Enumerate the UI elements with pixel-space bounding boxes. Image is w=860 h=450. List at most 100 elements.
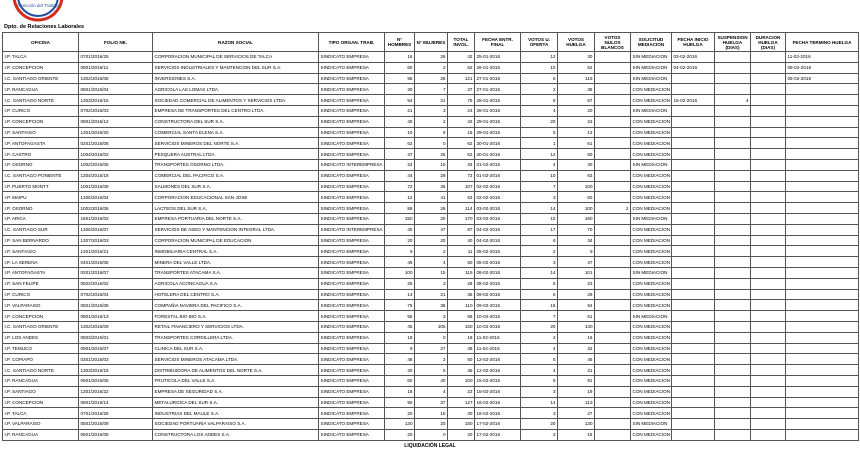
cell: CON MEDIACION	[630, 396, 672, 409]
cell: CONSTRUCTORA LOS ANDES S.A.	[152, 428, 319, 441]
cell: 25	[384, 277, 415, 290]
cell: 105	[414, 320, 448, 333]
cell: INDUSTRIAS DEL MAULE S.A.	[152, 407, 319, 420]
empty-cell	[594, 353, 631, 366]
table-row: I.P. SANTIAGO 1301/2016/21 INMOBILIARIA CE…	[2, 245, 859, 258]
empty-cell	[594, 407, 631, 420]
empty-cell	[594, 245, 631, 258]
cell: 1304/2016/18	[78, 169, 153, 182]
cell: 10	[414, 158, 448, 171]
cell: I.P. RANCAGUA	[2, 83, 79, 96]
empty-cell	[750, 83, 786, 96]
cell: CON MEDIACION	[630, 277, 672, 290]
empty-cell	[594, 299, 631, 312]
cell: INMOBILIARIA CENTRAL S.A.	[152, 245, 319, 258]
cell: 24	[447, 104, 475, 117]
cell: SINDICATO EMPRESA	[318, 115, 385, 128]
column-header: RAZON SOCIAL	[152, 32, 319, 52]
cell: 1303/2016/15	[78, 94, 153, 106]
cell: CORPORACION MUNICIPAL DE SERVICIOS DE TA…	[152, 51, 319, 63]
empty-cell	[785, 364, 859, 376]
cell: 60	[384, 61, 415, 74]
cell: 10-02-2016	[474, 320, 521, 333]
empty-cell	[671, 256, 715, 268]
cell: 6	[520, 288, 558, 301]
cell: SALMONES DEL SUR S.A.	[152, 180, 319, 193]
empty-cell	[714, 385, 751, 398]
cell: 0701/2016/26	[78, 407, 153, 420]
cell: SINDICATO EMPRESA	[318, 396, 385, 409]
empty-cell	[714, 256, 751, 268]
cell: 8	[414, 126, 448, 139]
cell: 08-02-2016	[785, 61, 859, 74]
cell: 63	[557, 169, 595, 182]
cell: 1	[520, 137, 558, 150]
empty-cell	[714, 104, 751, 117]
cell: 04-02-2016	[474, 223, 521, 236]
empty-cell	[671, 148, 715, 160]
empty-cell	[594, 115, 631, 128]
cell: 50	[557, 191, 595, 204]
empty-cell	[750, 191, 786, 204]
table-row: I.P. CASTRO 1004/2016/02 PESQUERA AUSTRAL …	[2, 148, 859, 160]
empty-cell	[714, 320, 751, 333]
cell: 46	[384, 256, 415, 268]
cell: 100	[447, 374, 475, 387]
empty-cell	[750, 320, 786, 333]
cell: 20	[384, 234, 415, 247]
cell: 28-01-2016	[474, 94, 521, 106]
cell: 20	[384, 428, 415, 441]
cell: 7	[520, 180, 558, 193]
cell: 4	[520, 104, 558, 117]
cell: 48	[384, 353, 415, 366]
empty-cell	[671, 72, 715, 85]
cell: 15-02-2016	[474, 374, 521, 387]
cell: 4	[520, 364, 558, 376]
empty-cell	[714, 277, 751, 290]
cell: 60	[384, 374, 415, 387]
cell: I.C. SANTIAGO NORTE	[2, 364, 79, 376]
cell: 47	[557, 256, 595, 268]
cell: SINDICATO INTEREMPRESA	[318, 158, 385, 171]
empty-cell	[714, 407, 751, 420]
cell: 88	[384, 202, 415, 214]
cell: 0	[414, 428, 448, 441]
column-header: TIPO ORGAN. TRAB.	[318, 32, 385, 52]
cell: CON MEDIACION	[630, 169, 672, 182]
cell: 0301/2016/03	[78, 353, 153, 366]
cell: EMPRESA PORTUARIA DEL NORTE S.A.	[152, 212, 319, 225]
empty-cell	[714, 51, 751, 63]
cell: SIN MEDIACION	[630, 61, 672, 74]
cell: SINDICATO INTEREMPRESA	[318, 223, 385, 236]
cell: 44	[384, 169, 415, 182]
empty-cell	[671, 126, 715, 139]
cell: I.P. CONCEPCION	[2, 310, 79, 322]
empty-cell	[750, 94, 786, 106]
cell: SINDICATO EMPRESA	[318, 331, 385, 344]
empty-cell	[750, 104, 786, 117]
empty-cell	[785, 158, 859, 171]
cell: 15-02-2016	[474, 385, 521, 398]
cell: 20	[520, 115, 558, 128]
cell: 1307/2016/03	[78, 234, 153, 247]
cell: 10	[520, 212, 558, 225]
empty-cell	[594, 94, 631, 106]
cell: 10	[414, 407, 448, 420]
cell: 100	[557, 180, 595, 193]
empty-cell	[785, 331, 859, 344]
cell: 35	[414, 299, 448, 312]
cell: 35	[414, 180, 448, 193]
empty-cell	[785, 299, 859, 312]
strikes-table: OFICINA FOLIO NE. RAZON SOCIAL TIPO ORGAN. …	[2, 32, 859, 441]
empty-cell	[671, 288, 715, 301]
empty-cell	[785, 277, 859, 290]
cell: DISTRIBUIDORA DE ALIMENTOS DEL NORTE S.A…	[152, 364, 319, 376]
cell: 55	[384, 310, 415, 322]
empty-cell	[785, 353, 859, 366]
cell: 45	[384, 320, 415, 333]
cell: SINDICATO EMPRESA	[318, 94, 385, 106]
empty-cell	[785, 266, 859, 279]
cell: 0401/2016/05	[78, 256, 153, 268]
cell: 0801/2016/11	[78, 61, 153, 74]
empty-cell	[594, 158, 631, 171]
